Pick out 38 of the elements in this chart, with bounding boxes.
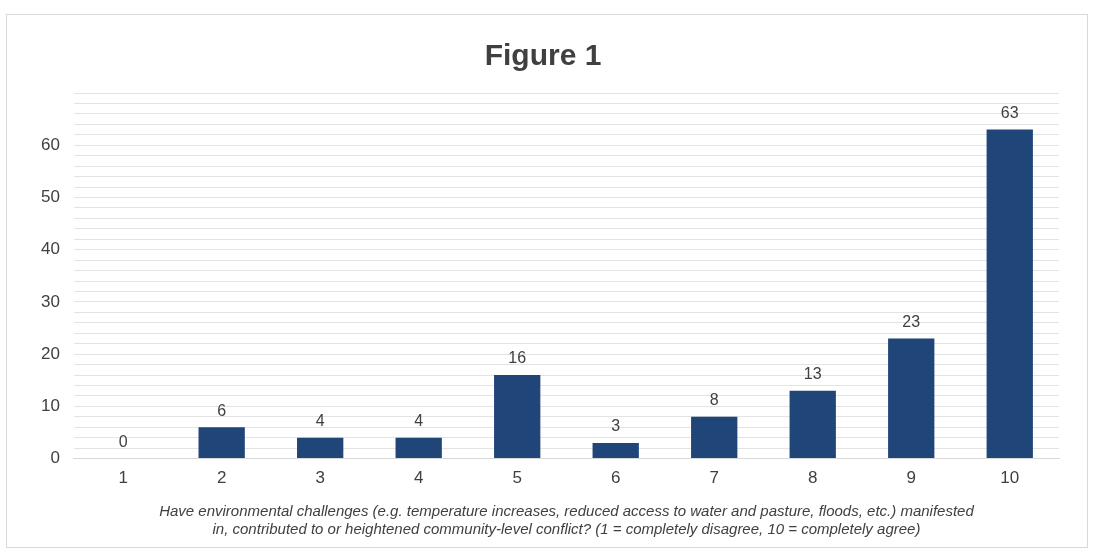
bar [395, 437, 442, 459]
data-label: 6 [217, 401, 227, 419]
bar [789, 390, 836, 459]
x-tick-label: 7 [709, 468, 719, 488]
y-tick-label: 50 [40, 187, 60, 207]
bar [592, 442, 639, 459]
x-tick-label: 10 [1000, 468, 1020, 488]
bar [691, 416, 738, 459]
y-tick-label: 40 [40, 239, 60, 259]
x-tick-label: 3 [315, 468, 325, 488]
bar [494, 375, 541, 459]
y-tick-label: 0 [50, 448, 60, 468]
x-tick-label: 4 [413, 468, 424, 488]
data-label: 63 [1000, 103, 1019, 121]
bar [198, 427, 245, 459]
y-tick-label: 20 [40, 343, 60, 363]
x-tick-label: 9 [906, 468, 916, 488]
x-tick-label: 8 [807, 468, 818, 488]
x-tick-label: 5 [512, 468, 522, 488]
chart-title: Figure 1 [484, 38, 602, 72]
bar [297, 437, 344, 459]
x-tick-label: 2 [216, 468, 227, 488]
data-label: 4 [414, 412, 424, 430]
x-axis-title: Have environmental challenges (e.g. temperature increases, reduced access to water and pasture, floods, etc.) manifested in, contributed to or heightened community-level conflict? (1 = completely disagree, 10 = completely agree) [159, 502, 975, 538]
data-label: 0 [118, 433, 128, 451]
x-tick-label: 1 [118, 468, 128, 488]
bar [888, 338, 935, 459]
y-tick-label: 60 [40, 134, 60, 154]
bar [986, 129, 1033, 459]
data-label: 4 [315, 412, 325, 430]
data-label: 16 [508, 349, 527, 367]
y-tick-label: 10 [40, 396, 60, 416]
data-label: 3 [611, 417, 621, 435]
data-label: 23 [902, 312, 921, 330]
data-label: 8 [709, 391, 719, 409]
y-tick-label: 30 [40, 291, 60, 311]
x-tick-label: 6 [610, 468, 621, 488]
data-label: 13 [803, 365, 822, 383]
